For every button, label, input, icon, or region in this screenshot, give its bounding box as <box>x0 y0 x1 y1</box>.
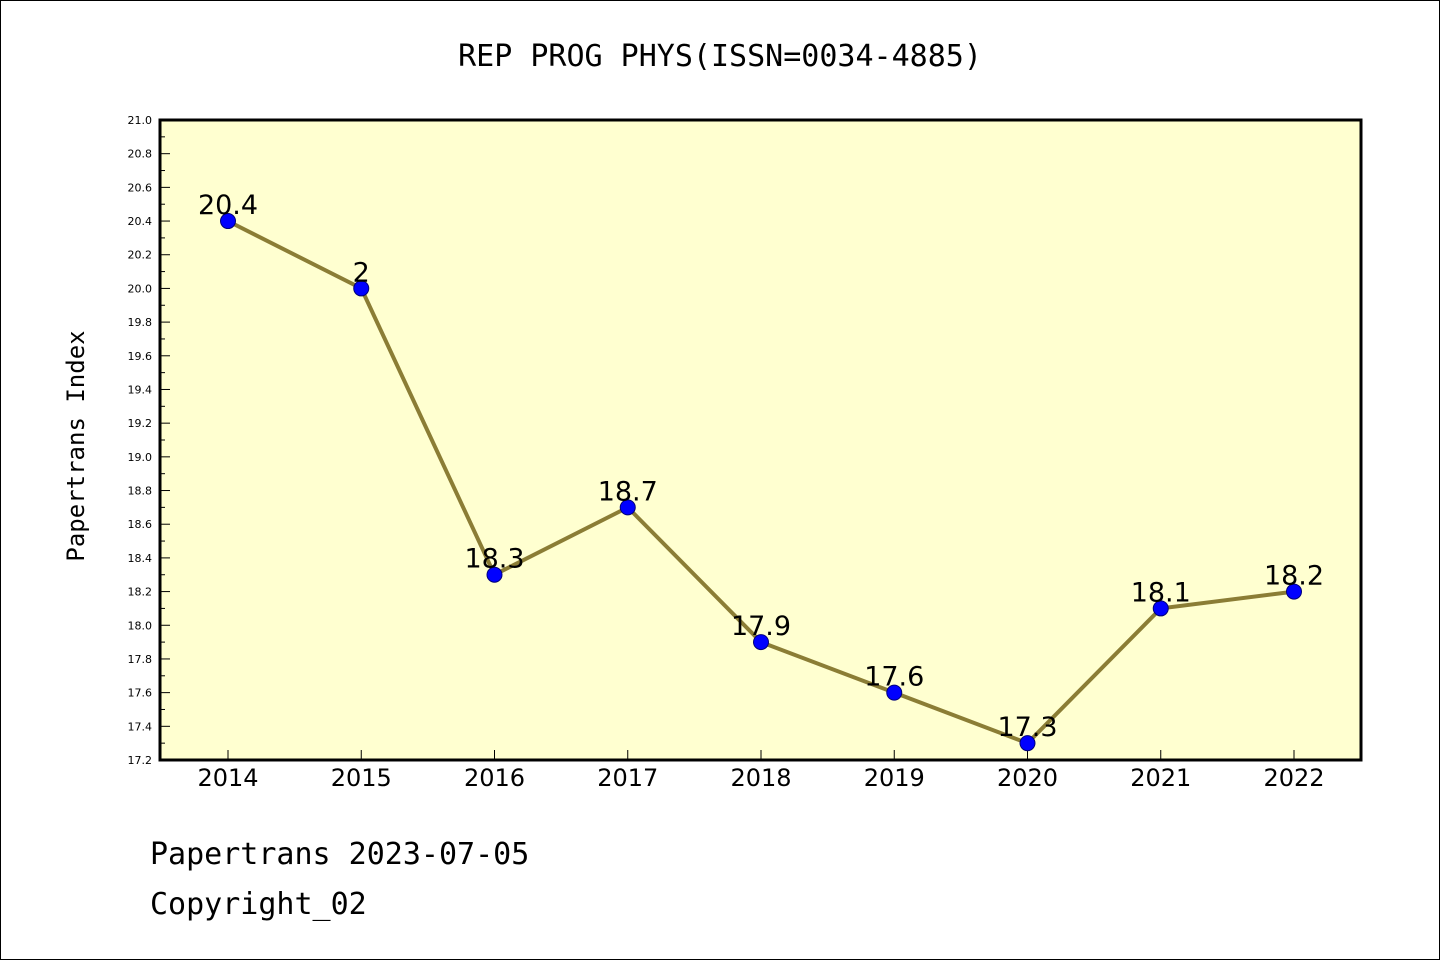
y-tick-label: 17.4 <box>128 720 153 733</box>
y-tick-label: 17.2 <box>128 754 153 767</box>
x-tick-label: 2018 <box>730 764 791 792</box>
y-axis: 17.2 17.4 17.6 17.8 18.0 18.2 18.4 18.6 18.8 19.0… <box>128 114 170 767</box>
data-label: 17.9 <box>731 611 791 642</box>
data-point <box>619 499 636 516</box>
y-tick-label: 19.8 <box>128 316 153 329</box>
data-point <box>1286 583 1302 600</box>
y-tick-label: 17.6 <box>128 687 153 700</box>
x-axis: 2014 2015 2016 2017 2018 2019 2020 2021 2022 <box>197 750 1325 792</box>
x-tick-label: 2021 <box>1130 764 1191 792</box>
y-tick-label: 19.6 <box>128 350 153 363</box>
data-labels: 20.4 2 18.3 18.7 17.9 17.6 17.3 18.1 18.2 <box>198 190 1324 743</box>
y-tick-label: 20.4 <box>128 215 153 228</box>
data-point <box>886 684 903 701</box>
y-tick-label: 20.6 <box>128 181 153 194</box>
x-tick-label: 2017 <box>597 764 658 792</box>
x-tick-label: 2015 <box>331 764 392 792</box>
y-tick-label: 21.0 <box>128 114 153 127</box>
y-tick-label: 19.2 <box>128 417 153 430</box>
data-label: 17.6 <box>864 662 924 693</box>
y-tick-label: 18.2 <box>128 586 153 599</box>
y-tick-label: 20.0 <box>128 282 153 295</box>
data-point <box>1019 735 1036 752</box>
y-tick-label: 18.8 <box>128 485 153 498</box>
data-point <box>486 566 503 583</box>
chart-title: REP PROG PHYS(ISSN=0034-4885) <box>458 39 982 74</box>
data-label: 18.1 <box>1131 577 1191 608</box>
data-markers <box>220 213 1302 752</box>
y-tick-label: 18.4 <box>128 552 153 565</box>
footer-copyright: Copyright_02 <box>150 887 367 922</box>
data-point <box>220 213 236 230</box>
x-tick-label: 2020 <box>997 764 1058 792</box>
y-tick-label: 19.0 <box>128 451 153 464</box>
data-point <box>1152 600 1169 617</box>
y-tick-label: 18.0 <box>128 619 153 632</box>
y-tick-label: 19.4 <box>128 383 153 396</box>
x-tick-label: 2022 <box>1263 764 1324 792</box>
x-tick-label: 2019 <box>864 764 925 792</box>
plot-border <box>158 118 1363 762</box>
data-point <box>753 634 769 651</box>
y-tick-label: 20.2 <box>128 249 153 262</box>
y-axis-label: Papertrans Index <box>62 330 90 561</box>
data-point <box>353 280 370 297</box>
data-label: 18.3 <box>464 544 524 575</box>
data-label: 20.4 <box>198 190 258 221</box>
data-label: 17.3 <box>997 712 1057 743</box>
y-tick-label: 17.8 <box>128 653 153 666</box>
plot-area <box>160 120 1361 760</box>
x-tick-label: 2014 <box>197 764 258 792</box>
y-tick-label: 20.8 <box>128 148 153 161</box>
data-label: 18.7 <box>598 476 658 507</box>
footer-date: Papertrans 2023-07-05 <box>150 837 529 872</box>
data-label: 2 <box>353 257 370 288</box>
x-tick-label: 2016 <box>464 764 525 792</box>
data-label: 18.2 <box>1264 561 1324 592</box>
y-tick-label: 18.6 <box>128 518 153 531</box>
